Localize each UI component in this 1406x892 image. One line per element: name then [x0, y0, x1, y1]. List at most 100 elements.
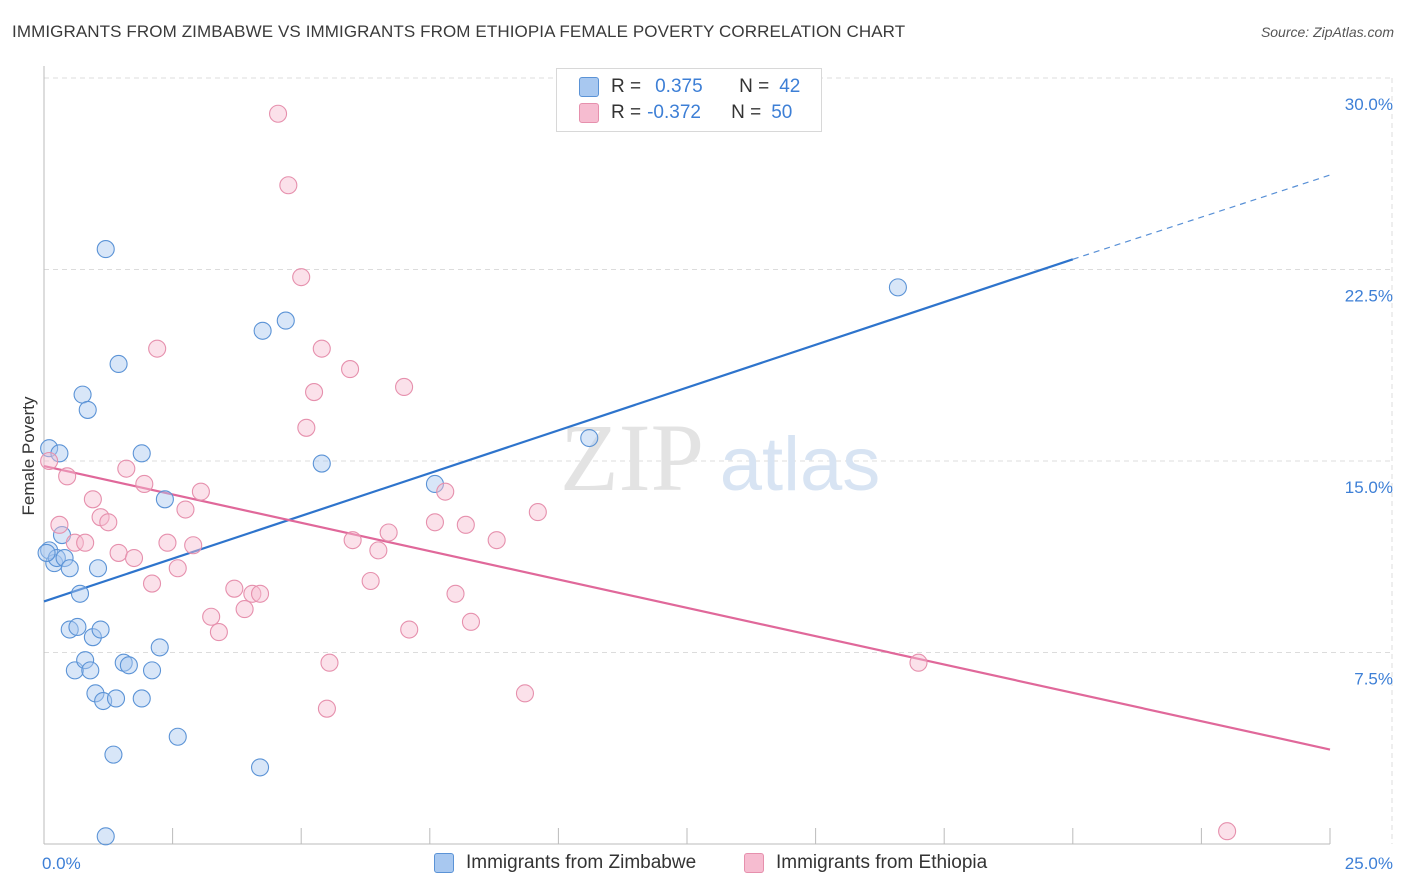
ethiopia-point — [158, 533, 177, 552]
ethiopia-point — [528, 503, 547, 522]
trend-layer — [43, 174, 1331, 751]
y-tick-label: 7.5% — [1354, 670, 1393, 689]
legend-n-value: 42 — [779, 76, 801, 97]
ethiopia-point — [515, 684, 535, 703]
ethiopia-point — [202, 607, 221, 626]
y-axis-label: Female Poverty — [19, 396, 38, 516]
zimbabwe-point — [86, 684, 105, 703]
zimbabwe-point — [50, 444, 69, 463]
ethiopia-point — [58, 467, 77, 486]
ethiopia-point — [487, 531, 506, 550]
zimbabwe-point — [60, 559, 79, 578]
bottom-legend-zimbabwe: Immigrants from Zimbabwe — [434, 852, 696, 874]
ethiopia-point — [209, 623, 228, 642]
ethiopia-point — [305, 383, 324, 402]
ethiopia-point — [400, 620, 419, 639]
ethiopia-trend-line — [43, 465, 1331, 751]
chart-title: IMMIGRANTS FROM ZIMBABWE VS IMMIGRANTS F… — [12, 22, 906, 41]
zimbabwe-point — [888, 278, 907, 297]
y-tick-label: 15.0% — [1345, 478, 1393, 497]
ethiopia-point — [250, 584, 270, 603]
zimbabwe-point — [109, 354, 128, 374]
zimbabwe-point — [168, 727, 187, 746]
ethiopia-point — [99, 513, 118, 532]
zimbabwe-point — [55, 548, 74, 568]
zimbabwe-point — [142, 661, 162, 680]
ethiopia-point — [76, 533, 95, 552]
bottom-swatch-ethiopia — [744, 853, 764, 873]
zimbabwe-point — [96, 240, 115, 259]
zimbabwe-point — [106, 689, 126, 708]
zimbabwe-point — [40, 439, 59, 458]
zimbabwe-point — [114, 653, 133, 672]
zimbabwe-point — [47, 548, 66, 568]
zimbabwe-point — [81, 661, 100, 680]
ethiopia-point — [269, 104, 288, 123]
legend-n-value: 50 — [771, 102, 793, 123]
zimbabwe-point — [425, 474, 444, 494]
watermark: ZIP atlas — [560, 404, 880, 511]
source-credit: Source: ZipAtlas.com — [1260, 24, 1394, 40]
ethiopia-point — [235, 600, 254, 619]
x-tick-label: 0.0% — [42, 854, 81, 873]
legend-r-label: R = — [611, 76, 642, 97]
ethiopia-point — [148, 339, 167, 358]
zimbabwe-point — [132, 689, 151, 708]
zimbabwe-point — [78, 400, 97, 419]
ethiopia-point — [40, 451, 59, 471]
y-tick-label: 22.5% — [1345, 287, 1393, 306]
ethiopia-point — [50, 515, 69, 534]
ethiopia-point — [184, 536, 203, 555]
legend-n-label: N = — [731, 102, 762, 123]
watermark-atlas: atlas — [720, 422, 881, 507]
ethiopia-point — [176, 500, 195, 519]
zimbabwe-point — [150, 638, 169, 657]
ethiopia-point — [909, 653, 928, 672]
legend-row-ethiopia: R = -0.372 N = 50 — [579, 100, 792, 126]
zimbabwe-point — [250, 758, 270, 777]
zimbabwe-trend-extension — [1072, 174, 1331, 260]
legend-swatch-ethiopia — [579, 103, 599, 123]
ethiopia-point — [124, 548, 144, 568]
ethiopia-point — [317, 699, 336, 718]
zimbabwe-point — [155, 490, 174, 509]
ethiopia-point — [312, 339, 331, 358]
ethiopia-point — [65, 533, 84, 552]
ethiopia-point — [395, 377, 414, 397]
ethiopia-point — [320, 653, 339, 672]
ethiopia-point — [379, 523, 398, 542]
zimbabwe-point — [70, 584, 90, 603]
ethiopia-point — [168, 559, 187, 578]
ethiopia-point — [279, 176, 298, 195]
legend-row-zimbabwe: R = 0.375 N = 42 — [579, 74, 800, 100]
ethiopia-point — [456, 515, 475, 534]
ethiopia-point — [191, 482, 210, 501]
bottom-legend-zimbabwe-label: Immigrants from Zimbabwe — [466, 852, 697, 873]
ethiopia-point — [292, 268, 311, 287]
ethiopia-point — [461, 612, 481, 631]
ethiopia-point — [135, 474, 154, 494]
correlation-legend: R = 0.375 N = 42 R = -0.372 N = 50 — [556, 68, 822, 132]
ethiopia-point — [446, 584, 465, 603]
zimbabwe-point — [37, 543, 56, 562]
zimbabwe-point — [96, 827, 115, 846]
zimbabwe-point — [76, 651, 95, 670]
ethiopia-point — [343, 531, 362, 550]
ethiopia-point — [1218, 822, 1237, 841]
zimbabwe-point — [276, 311, 295, 330]
tick-labels: 7.5% 15.0% 22.5% 30.0% 0.0% 25.0% — [42, 95, 1393, 873]
ethiopia-point — [83, 490, 102, 509]
zimbabwe-point — [312, 454, 331, 473]
ethiopia-point — [425, 513, 444, 532]
ethiopia-point — [142, 574, 162, 593]
bottom-legend-ethiopia: Immigrants from Ethiopia — [744, 852, 987, 874]
ethiopia-point — [297, 418, 316, 437]
zimbabwe-point — [119, 656, 138, 675]
legend-swatch-zimbabwe — [579, 77, 599, 97]
watermark-zip: ZIP — [560, 404, 704, 511]
legend-r-value: -0.372 — [647, 102, 701, 123]
ethiopia-point — [225, 579, 244, 598]
zimbabwe-point — [132, 444, 151, 463]
zimbabwe-point — [253, 321, 272, 340]
ethiopia-point — [117, 459, 136, 478]
